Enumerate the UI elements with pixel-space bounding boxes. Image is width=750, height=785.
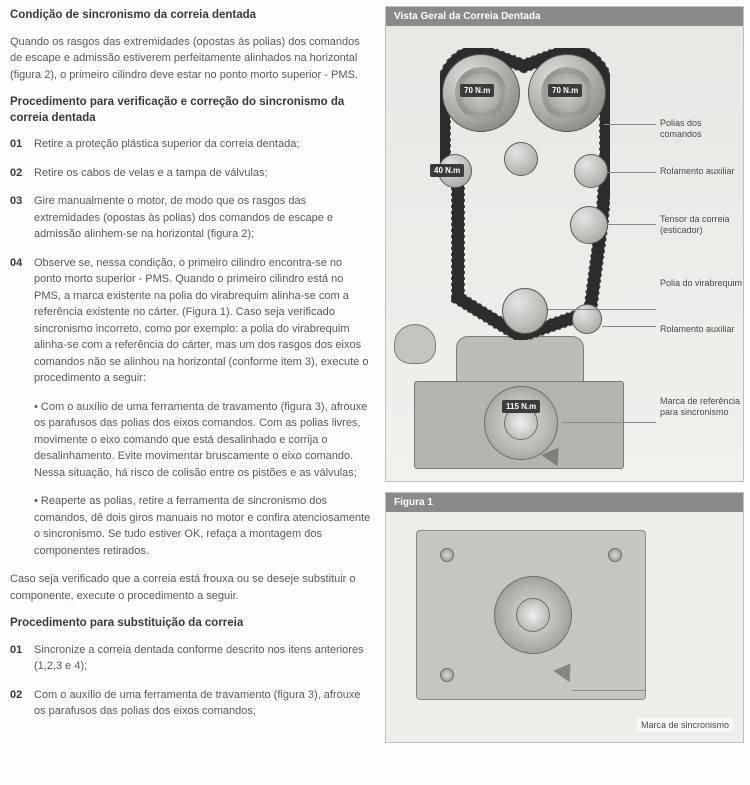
label-ref-mark: Marca de referência para sincronismo: [660, 396, 746, 418]
step-01: 01 Retire a proteção plástica superior d…: [10, 136, 371, 153]
heading-sync-condition: Condição de sincronismo da correia denta…: [10, 8, 371, 24]
step-text: Retire a proteção plástica superior da c…: [34, 136, 371, 153]
step-text: Gire manualmente o motor, de modo que os…: [34, 193, 371, 243]
step-03: 03 Gire manualmente o motor, de modo que…: [10, 193, 371, 243]
panel-overview: Vista Geral da Correia Dentada: [385, 6, 744, 482]
leader-line: [608, 224, 656, 225]
label-aux-bearing: Rolamento auxiliar: [660, 166, 735, 177]
timing-belt-diagram: 70 N.m 70 N.m 40 N.m 115 N.m Polias dos …: [386, 26, 743, 481]
step-text: Sincronize a correia dentada conforme de…: [34, 642, 371, 675]
oil-pump-icon: [394, 324, 436, 364]
replace-step-02: 02 Com o auxílio de uma ferramenta de tr…: [10, 687, 371, 720]
fig1-bolt-icon: [608, 548, 622, 562]
leader-line: [602, 326, 656, 327]
crank-pulley-icon: [502, 288, 548, 334]
panel-title: Figura 1: [386, 493, 743, 512]
step-number: 04: [10, 255, 34, 387]
substep-2: • Reaperte as polias, retire a ferrament…: [10, 493, 371, 559]
panel-figure-1: Figura 1 Marca de sincronismo: [385, 492, 744, 743]
label-aux-bearing-2: Rolamento auxiliar: [660, 324, 735, 335]
fig1-bolt-icon: [440, 668, 454, 682]
idler-right-icon: [574, 154, 608, 188]
fig1-hub-center-icon: [516, 598, 550, 632]
leader-line: [604, 124, 656, 125]
label-tensioner: Tensor da correia (esticador): [660, 214, 740, 236]
instructions-column: Condição de sincronismo da correia denta…: [0, 0, 385, 785]
step-number: 01: [10, 136, 34, 153]
torque-cam-left: 70 N.m: [460, 84, 494, 97]
leader-line: [562, 422, 656, 423]
fig1-label: Marca de sincronismo: [637, 718, 733, 732]
substep-1: • Com o auxílio de uma ferramenta de tra…: [10, 399, 371, 482]
step-text: Com o auxílio de uma ferramenta de trava…: [34, 687, 371, 720]
figures-column: Vista Geral da Correia Dentada: [385, 0, 750, 785]
paragraph-sync-condition: Quando os rasgos das extremidades (opost…: [10, 34, 371, 84]
step-02: 02 Retire os cabos de velas e a tampa de…: [10, 165, 371, 182]
leader-line: [548, 309, 656, 310]
idler-center-icon: [504, 142, 538, 176]
step-number: 02: [10, 165, 34, 182]
engine-neck-icon: [456, 336, 584, 384]
label-crank: Polia do virabrequim: [660, 278, 742, 289]
step-text: Observe se, nessa condição, o primeiro c…: [34, 255, 371, 387]
leader-line: [572, 690, 646, 691]
fig1-bolt-icon: [440, 548, 454, 562]
step-number: 03: [10, 193, 34, 243]
figure-1-diagram: Marca de sincronismo: [386, 512, 743, 742]
heading-verify: Procedimento para verificação e correção…: [10, 95, 371, 126]
label-cams: Polias dos comandos: [660, 118, 743, 140]
step-04: 04 Observe se, nessa condição, o primeir…: [10, 255, 371, 387]
paragraph-loose: Caso seja verificado que a correia está …: [10, 571, 371, 604]
tensioner-icon: [570, 206, 608, 244]
replace-step-01: 01 Sincronize a correia dentada conforme…: [10, 642, 371, 675]
torque-crank: 115 N.m: [502, 400, 540, 413]
panel-title: Vista Geral da Correia Dentada: [386, 7, 743, 26]
torque-cam-right: 70 N.m: [548, 84, 582, 97]
leader-line: [606, 172, 656, 173]
step-text: Retire os cabos de velas e a tampa de vá…: [34, 165, 371, 182]
step-number: 02: [10, 687, 34, 720]
torque-idler: 40 N.m: [430, 164, 464, 177]
step-number: 01: [10, 642, 34, 675]
heading-replace: Procedimento para substituição da correi…: [10, 616, 371, 632]
